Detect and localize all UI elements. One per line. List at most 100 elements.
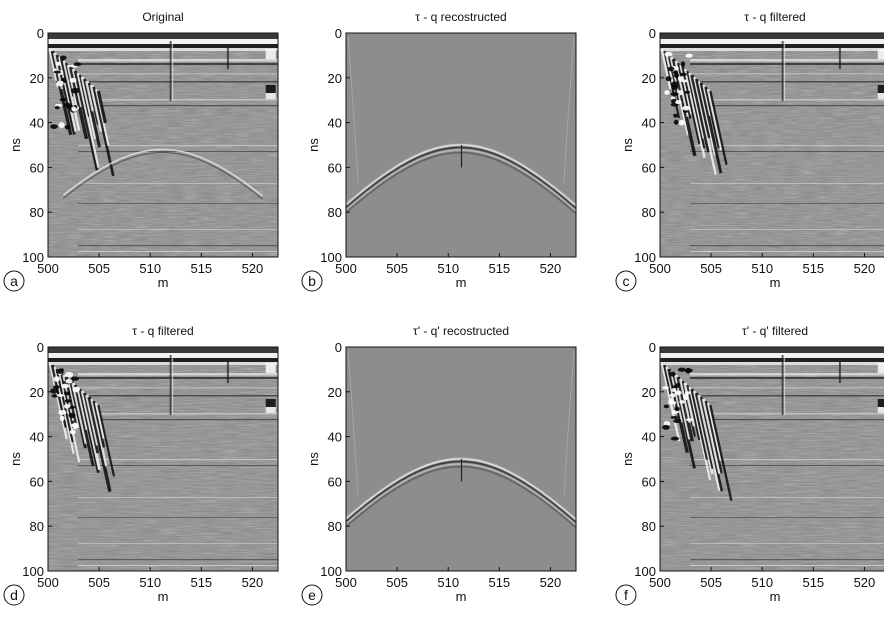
panel-title: τ' - q' filtered <box>742 324 808 338</box>
x-tick-label: 515 <box>488 575 510 590</box>
x-tick-label: 520 <box>242 261 264 276</box>
x-axis-label: m <box>456 275 467 290</box>
x-axis-label: m <box>158 275 169 290</box>
x-axis-label: m <box>158 589 169 604</box>
x-tick-label: 500 <box>649 261 671 276</box>
y-tick-label: 40 <box>642 430 656 445</box>
y-tick-label: 80 <box>328 519 342 534</box>
panel-letter-badge <box>615 270 637 292</box>
panel-letter-badge <box>3 584 25 606</box>
x-tick-label: 515 <box>190 261 212 276</box>
y-tick-label: 40 <box>328 430 342 445</box>
x-tick-label: 500 <box>37 575 59 590</box>
panel-letter: f <box>624 587 628 603</box>
y-tick-label: 100 <box>22 564 44 579</box>
y-tick-label: 40 <box>642 116 656 131</box>
y-tick-label: 0 <box>335 340 342 355</box>
panel-letter: e <box>308 587 316 603</box>
panel-letter-badge <box>3 270 25 292</box>
y-tick-label: 40 <box>30 116 44 131</box>
y-tick-label: 60 <box>30 474 44 489</box>
panel-a: 500 505 510 515 520 0 20 40 60 80 100 m ns Original a <box>3 10 279 292</box>
x-tick-label: 520 <box>242 575 264 590</box>
y-axis-label: ns <box>306 138 321 152</box>
x-tick-label: 505 <box>88 575 110 590</box>
x-tick-label: 500 <box>335 575 357 590</box>
y-tick-label: 20 <box>328 71 342 86</box>
x-axis-label: m <box>770 275 781 290</box>
y-axis-label: ns <box>8 138 23 152</box>
y-tick-label: 20 <box>328 385 342 400</box>
x-tick-label: 510 <box>139 261 161 276</box>
x-tick-label: 515 <box>802 261 824 276</box>
x-tick-label: 505 <box>700 261 722 276</box>
y-tick-label: 60 <box>328 160 342 175</box>
y-tick-label: 0 <box>649 340 656 355</box>
panel-letter-badge <box>615 584 637 606</box>
x-tick-label: 515 <box>802 575 824 590</box>
panel-title: τ' - q' recostructed <box>413 324 509 338</box>
x-tick-label: 505 <box>386 261 408 276</box>
x-tick-label: 505 <box>88 261 110 276</box>
x-tick-label: 520 <box>540 261 562 276</box>
x-tick-label: 515 <box>190 575 212 590</box>
y-tick-label: 40 <box>328 116 342 131</box>
y-tick-label: 20 <box>30 385 44 400</box>
panel-title: Original <box>142 10 183 24</box>
y-tick-label: 0 <box>37 26 44 41</box>
panel-title: τ - q recostructed <box>415 10 506 24</box>
panel-title: τ - q filtered <box>744 10 805 24</box>
panel-f: 500 505 510 515 520 0 20 40 60 80 100 m ns τ' - q' fi… <box>615 324 884 606</box>
x-tick-label: 520 <box>854 575 876 590</box>
y-tick-label: 100 <box>634 564 656 579</box>
y-tick-label: 100 <box>22 250 44 265</box>
panel-c: 500 505 510 515 520 0 20 40 60 80 100 m ns τ - q filt… <box>615 10 884 292</box>
x-tick-label: 520 <box>854 261 876 276</box>
x-tick-label: 515 <box>488 261 510 276</box>
panel-d: 500 505 510 515 520 0 20 40 60 80 100 m ns τ - q filt… <box>3 324 279 606</box>
y-tick-label: 0 <box>649 26 656 41</box>
panel-e: 500 505 510 515 520 0 20 40 60 80 100 m ns τ' - q' re… <box>301 324 577 606</box>
x-tick-label: 505 <box>700 575 722 590</box>
panel-title: τ - q filtered <box>132 324 193 338</box>
y-tick-label: 80 <box>642 205 656 220</box>
y-tick-label: 0 <box>37 340 44 355</box>
y-tick-label: 20 <box>642 71 656 86</box>
x-tick-label: 500 <box>335 261 357 276</box>
panel-letter: c <box>623 273 630 289</box>
panel-b: 500 505 510 515 520 0 20 40 60 80 100 m ns τ - q reco… <box>301 10 577 292</box>
panel-letter: d <box>10 587 18 603</box>
x-tick-label: 510 <box>437 575 459 590</box>
y-tick-label: 80 <box>328 205 342 220</box>
y-axis-label: ns <box>8 452 23 466</box>
y-tick-label: 80 <box>642 519 656 534</box>
y-axis-label: ns <box>620 452 635 466</box>
x-tick-label: 500 <box>37 261 59 276</box>
y-tick-label: 20 <box>30 71 44 86</box>
x-axis-label: m <box>770 589 781 604</box>
y-tick-label: 20 <box>642 385 656 400</box>
y-tick-label: 0 <box>335 26 342 41</box>
y-tick-label: 60 <box>642 474 656 489</box>
x-tick-label: 510 <box>751 261 773 276</box>
y-tick-label: 40 <box>30 430 44 445</box>
x-tick-label: 500 <box>649 575 671 590</box>
y-tick-label: 80 <box>30 519 44 534</box>
panel-letter: b <box>308 273 316 289</box>
x-tick-label: 510 <box>751 575 773 590</box>
y-tick-label: 60 <box>30 160 44 175</box>
x-tick-label: 510 <box>437 261 459 276</box>
y-tick-label: 60 <box>642 160 656 175</box>
panel-letter-badge <box>301 584 323 606</box>
x-axis-label: m <box>456 589 467 604</box>
y-axis-label: ns <box>620 138 635 152</box>
y-tick-label: 100 <box>634 250 656 265</box>
y-tick-label: 100 <box>320 564 342 579</box>
y-axis-label: ns <box>306 452 321 466</box>
y-tick-label: 80 <box>30 205 44 220</box>
y-tick-label: 60 <box>328 474 342 489</box>
panel-letter: a <box>10 273 18 289</box>
x-tick-label: 505 <box>386 575 408 590</box>
x-tick-label: 520 <box>540 575 562 590</box>
